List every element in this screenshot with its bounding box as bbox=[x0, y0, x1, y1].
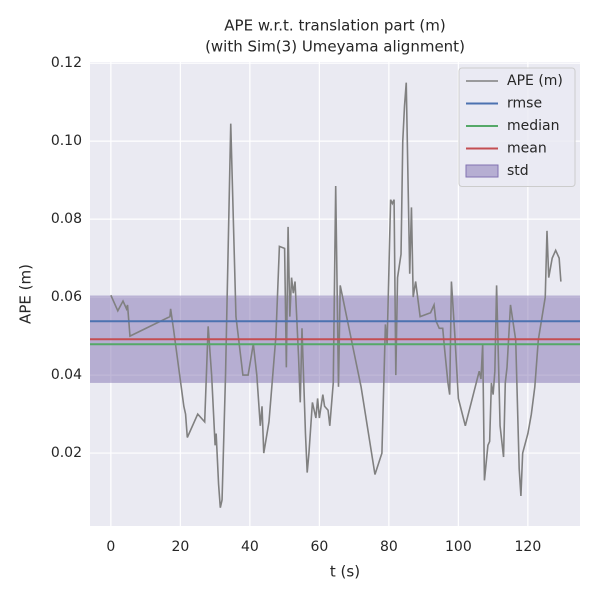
y-tick-label: 0.12 bbox=[51, 55, 82, 71]
legend-label: APE (m) bbox=[507, 73, 563, 89]
y-tick-label: 0.02 bbox=[51, 445, 82, 461]
y-tick-label: 0.04 bbox=[51, 367, 82, 383]
y-tick-label: 0.06 bbox=[51, 289, 82, 305]
x-tick-label: 0 bbox=[106, 539, 115, 555]
x-tick-label: 120 bbox=[515, 539, 542, 555]
x-tick-label: 80 bbox=[380, 539, 398, 555]
chart-subtitle: (with Sim(3) Umeyama alignment) bbox=[205, 38, 465, 56]
legend-label: median bbox=[507, 118, 559, 134]
y-axis-label: APE (m) bbox=[17, 264, 35, 324]
x-tick-label: 60 bbox=[310, 539, 328, 555]
x-axis-label: t (s) bbox=[330, 563, 360, 581]
legend-label: mean bbox=[507, 141, 547, 157]
legend-label: std bbox=[507, 163, 529, 179]
x-tick-label: 20 bbox=[171, 539, 189, 555]
x-tick-label: 100 bbox=[445, 539, 472, 555]
y-tick-label: 0.10 bbox=[51, 133, 82, 149]
legend-swatch bbox=[465, 164, 499, 178]
data-line bbox=[110, 82, 562, 508]
x-tick-label: 40 bbox=[241, 539, 259, 555]
legend-label: rmse bbox=[507, 96, 542, 112]
chart-title: APE w.r.t. translation part (m) bbox=[224, 17, 445, 35]
legend-box bbox=[458, 67, 576, 187]
y-tick-label: 0.08 bbox=[51, 211, 82, 227]
